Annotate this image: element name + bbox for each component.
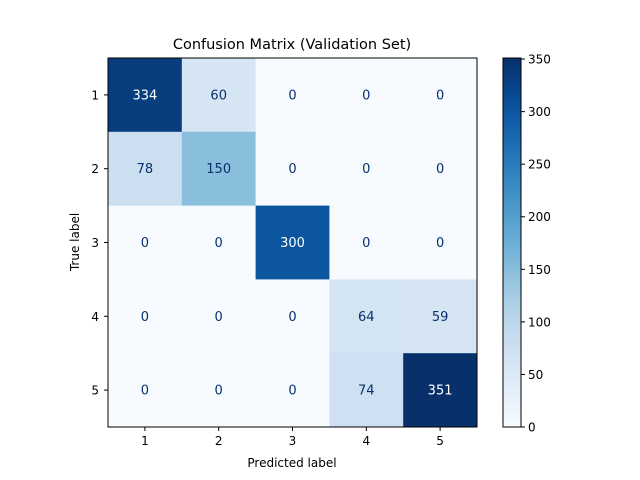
cell-value-label: 0 bbox=[215, 384, 223, 399]
cell-value-label: 59 bbox=[432, 310, 449, 325]
y-axis-label: True label bbox=[68, 213, 82, 272]
cell-value-label: 0 bbox=[288, 384, 296, 399]
heatmap-cell bbox=[181, 279, 257, 354]
cell-value-label: 0 bbox=[436, 236, 444, 251]
heatmap-cell bbox=[255, 353, 330, 428]
axes: 1 2 3 4 5 1 2 3 4 5 bbox=[91, 57, 478, 448]
cell-value-label: 78 bbox=[137, 162, 154, 177]
cell-value-label: 0 bbox=[288, 88, 296, 103]
y-tick-label: 4 bbox=[91, 310, 99, 324]
heatmap-cell bbox=[108, 205, 183, 280]
heatmap-cell bbox=[181, 205, 257, 280]
heatmap-cell bbox=[108, 279, 183, 354]
cell-value-label: 0 bbox=[215, 310, 223, 325]
colorbar-tick-label: 150 bbox=[528, 263, 551, 277]
heatmap-cell bbox=[108, 131, 183, 207]
heatmap-cell bbox=[108, 58, 183, 133]
x-tick-label: 4 bbox=[362, 434, 370, 448]
heatmap-cell bbox=[181, 58, 257, 133]
heatmap-cell bbox=[403, 279, 478, 354]
heatmap-cell bbox=[403, 205, 478, 280]
colorbar-tick-label: 250 bbox=[528, 158, 551, 172]
heatmap-cell bbox=[329, 58, 404, 133]
heatmap-cells: 334 60 0 0 0 78 150 0 0 0 0 0 300 0 0 0 0 0 64 59 0 0 0 74 351 bbox=[108, 58, 478, 428]
heatmap-cell bbox=[255, 279, 330, 354]
colorbar-tick-label: 350 bbox=[528, 53, 551, 67]
cell-value-label: 0 bbox=[215, 236, 223, 251]
colorbar-tick-label: 50 bbox=[528, 368, 543, 382]
x-tick-label: 1 bbox=[141, 434, 149, 448]
cell-value-label: 0 bbox=[141, 384, 149, 399]
cell-value-label: 74 bbox=[358, 384, 375, 399]
heatmap-cell bbox=[181, 131, 257, 207]
colorbar-tick-label: 200 bbox=[528, 210, 551, 224]
cell-value-label: 351 bbox=[428, 384, 453, 399]
x-tick-label: 5 bbox=[436, 434, 444, 448]
cell-value-label: 0 bbox=[141, 236, 149, 251]
chart-title: Confusion Matrix (Validation Set) bbox=[173, 37, 411, 53]
x-tick-label: 2 bbox=[215, 434, 223, 448]
heatmap-cell bbox=[403, 353, 478, 428]
x-tick-label: 3 bbox=[289, 434, 297, 448]
heatmap-cell bbox=[329, 279, 404, 354]
heatmap-cell bbox=[108, 353, 183, 428]
y-tick-label: 5 bbox=[91, 384, 99, 398]
cell-value-label: 0 bbox=[436, 162, 444, 177]
heatmap-cell bbox=[329, 353, 404, 428]
y-tick-label: 3 bbox=[91, 236, 99, 250]
cell-value-label: 0 bbox=[141, 310, 149, 325]
cell-value-label: 0 bbox=[362, 88, 370, 103]
x-axis-label: Predicted label bbox=[247, 456, 336, 470]
colorbar: 0 50 100 150 200 250 300 350 bbox=[502, 53, 551, 435]
colorbar-tick-label: 300 bbox=[528, 105, 551, 119]
heatmap-cell bbox=[255, 58, 330, 133]
heatmap-cell bbox=[403, 58, 478, 133]
colorbar-tick-label: 100 bbox=[528, 315, 551, 329]
heatmap-cell bbox=[181, 353, 257, 428]
colorbar-tick-label: 0 bbox=[528, 421, 536, 435]
heatmap-cell bbox=[255, 131, 330, 207]
colorbar-gradient bbox=[502, 57, 522, 428]
cell-value-label: 0 bbox=[288, 162, 296, 177]
cell-value-label: 0 bbox=[362, 162, 370, 177]
cell-value-label: 334 bbox=[132, 88, 157, 103]
heatmap-cell bbox=[329, 205, 404, 280]
cell-value-label: 0 bbox=[436, 88, 444, 103]
heatmap-cell bbox=[403, 131, 478, 207]
cell-value-label: 0 bbox=[362, 236, 370, 251]
cell-value-label: 150 bbox=[206, 162, 231, 177]
y-tick-label: 1 bbox=[91, 88, 99, 102]
cell-value-label: 0 bbox=[288, 310, 296, 325]
heatmap-cell bbox=[255, 205, 330, 280]
y-tick-label: 2 bbox=[91, 162, 99, 176]
cell-value-label: 64 bbox=[358, 310, 375, 325]
heatmap-cell bbox=[329, 131, 404, 207]
cell-value-label: 60 bbox=[210, 88, 227, 103]
cell-value-label: 300 bbox=[280, 236, 305, 251]
